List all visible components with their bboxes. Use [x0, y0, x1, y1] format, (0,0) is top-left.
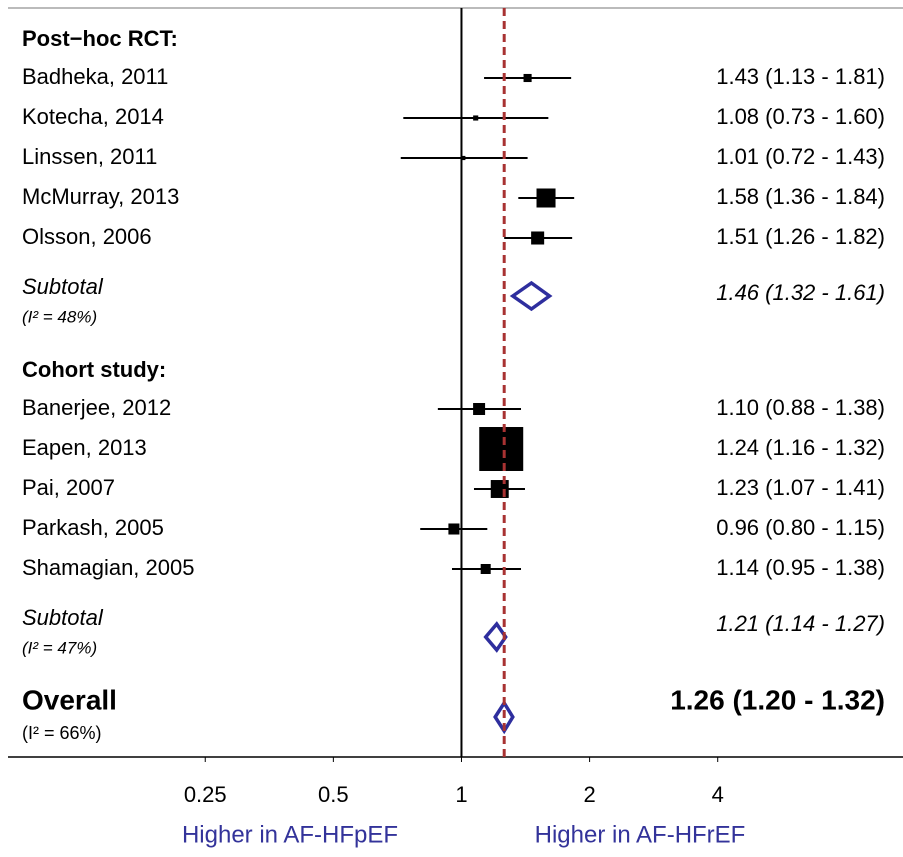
study-name: Badheka, 2011 [22, 64, 168, 89]
x-tick-label: 0.5 [318, 782, 349, 807]
subtotal-name: Subtotal [22, 274, 104, 299]
diamond [509, 280, 553, 312]
study-square [531, 231, 545, 245]
study-label: 1.51 (1.26 - 1.82) [716, 224, 885, 249]
x-label-right: Higher in AF-HFrEF [535, 821, 746, 848]
group-title: Cohort study: [22, 357, 166, 382]
subtotal-heterogeneity: (I² = 47%) [22, 638, 97, 657]
study-label: 1.24 (1.16 - 1.32) [716, 435, 885, 460]
study-name: McMurray, 2013 [22, 184, 179, 209]
diamond [493, 699, 515, 735]
study-square [480, 563, 491, 575]
study-square [523, 73, 532, 83]
study-label: 1.23 (1.07 - 1.41) [716, 475, 885, 500]
x-tick-label: 2 [583, 782, 595, 807]
study-name: Kotecha, 2014 [22, 104, 164, 129]
x-tick-label: 4 [712, 782, 724, 807]
study-square [536, 188, 556, 208]
overall-name: Overall [22, 684, 117, 715]
subtotal-name: Subtotal [22, 605, 104, 630]
study-name: Shamagian, 2005 [22, 555, 194, 580]
diamond [483, 621, 508, 653]
study-label: 1.14 (0.95 - 1.38) [716, 555, 885, 580]
study-label: 1.10 (0.88 - 1.38) [716, 395, 885, 420]
subtotal-label: 1.46 (1.32 - 1.61) [716, 280, 885, 305]
study-name: Olsson, 2006 [22, 224, 152, 249]
subtotal-heterogeneity: (I² = 48%) [22, 307, 97, 326]
x-tick-label: 0.25 [184, 782, 227, 807]
study-name: Eapen, 2013 [22, 435, 147, 460]
study-square [448, 523, 460, 535]
study-label: 1.08 (0.73 - 1.60) [716, 104, 885, 129]
group-title: Post−hoc RCT: [22, 26, 178, 51]
overall-label: 1.26 (1.20 - 1.32) [670, 684, 885, 715]
study-name: Pai, 2007 [22, 475, 115, 500]
subtotal-label: 1.21 (1.14 - 1.27) [716, 611, 885, 636]
study-square [479, 427, 524, 471]
study-name: Linssen, 2011 [22, 144, 157, 169]
study-label: 0.96 (0.80 - 1.15) [716, 515, 885, 540]
study-square [461, 155, 466, 161]
x-tick-label: 1 [455, 782, 467, 807]
overall-heterogeneity: (I² = 66%) [22, 723, 102, 743]
study-name: Banerjee, 2012 [22, 395, 171, 420]
study-square [490, 480, 509, 498]
study-label: 1.01 (0.72 - 1.43) [716, 144, 885, 169]
x-label-left: Higher in AF-HFpEF [182, 821, 398, 848]
study-square [473, 403, 486, 415]
study-label: 1.58 (1.36 - 1.84) [716, 184, 885, 209]
study-name: Parkash, 2005 [22, 515, 164, 540]
study-square [473, 115, 479, 121]
study-label: 1.43 (1.13 - 1.81) [716, 64, 885, 89]
